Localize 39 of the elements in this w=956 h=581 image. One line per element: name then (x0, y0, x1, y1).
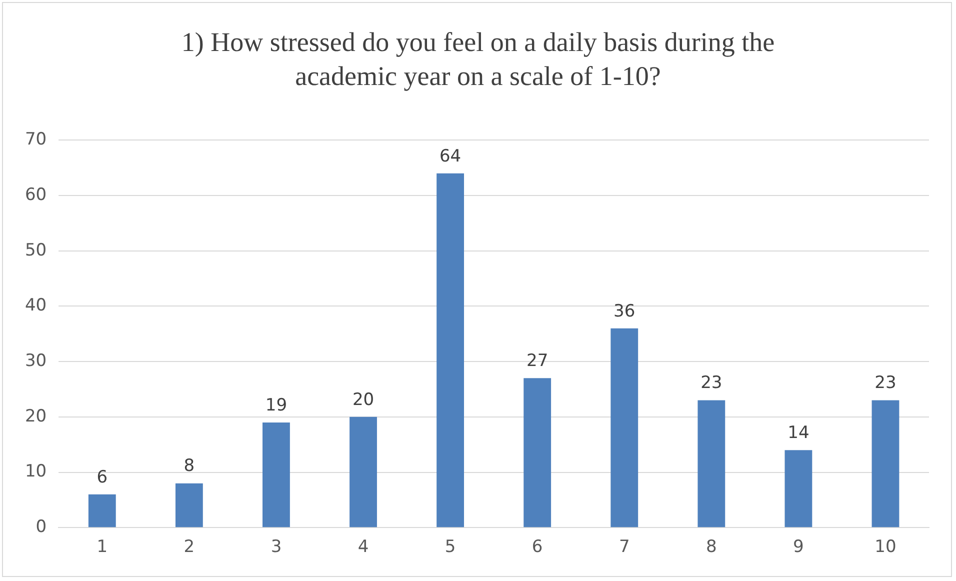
x-tick-label: 5 (444, 537, 456, 558)
x-tick-label: 8 (706, 537, 717, 558)
data-label: 14 (788, 423, 810, 444)
y-tick-label: 60 (24, 184, 47, 205)
y-tick-label: 70 (24, 130, 47, 150)
bar (88, 494, 116, 528)
bar (175, 483, 203, 528)
y-tick-label: 0 (36, 517, 47, 538)
y-tick-label: 30 (24, 350, 47, 371)
y-tick-label: 10 (24, 462, 47, 482)
data-label: 19 (265, 395, 288, 416)
x-tick-label: 4 (358, 537, 369, 558)
y-tick-label: 20 (24, 406, 47, 426)
data-label: 23 (874, 373, 896, 394)
y-tick-label: 40 (24, 296, 47, 316)
bar (350, 416, 377, 528)
y-tick-label: 50 (24, 240, 47, 260)
bar (610, 328, 638, 528)
bar (784, 450, 812, 528)
chart-title: 1) How stressed do you feel on a daily basis during the academic year on a scale of 1-10? (180, 26, 776, 93)
x-tick-label: 3 (270, 537, 282, 558)
data-label: 8 (184, 456, 195, 476)
x-tick-label: 6 (532, 537, 543, 558)
x-tick-label: 1 (96, 537, 108, 558)
bar (872, 400, 900, 528)
data-label: 64 (439, 146, 462, 166)
bar (524, 378, 552, 528)
data-label: 6 (96, 467, 108, 488)
data-label: 27 (526, 351, 548, 372)
data-label: 23 (700, 373, 722, 394)
data-label: 20 (352, 390, 374, 410)
bar (262, 422, 290, 528)
bar (698, 400, 726, 528)
x-tick-label: 7 (618, 537, 630, 558)
x-tick-label: 2 (184, 537, 195, 558)
x-tick-label: 9 (793, 537, 804, 558)
bar (436, 173, 464, 528)
x-tick-label: 10 (874, 537, 896, 558)
data-label: 36 (614, 301, 636, 322)
